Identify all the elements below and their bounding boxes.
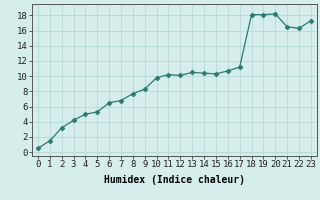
- X-axis label: Humidex (Indice chaleur): Humidex (Indice chaleur): [104, 175, 245, 185]
